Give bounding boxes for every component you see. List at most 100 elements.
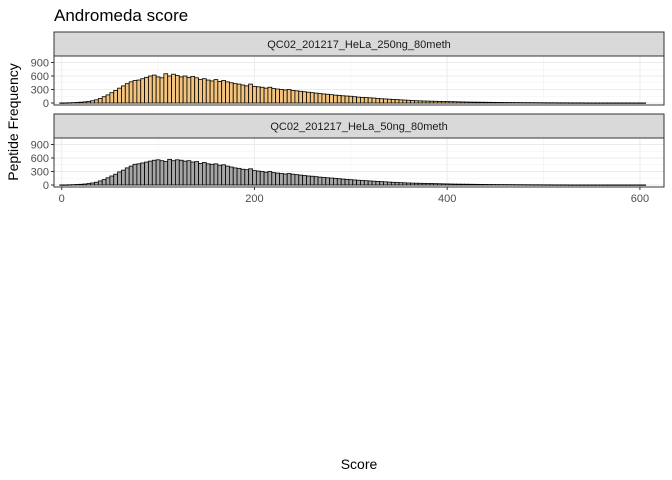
- x-axis-title: Score: [341, 456, 378, 472]
- histogram-bar: [117, 87, 122, 104]
- histogram-bar: [387, 181, 392, 186]
- histogram-bar: [132, 163, 138, 186]
- histogram-bar: [414, 100, 419, 104]
- histogram-bar: [97, 180, 103, 186]
- histogram-bar: [491, 101, 496, 104]
- histogram-bar: [86, 101, 92, 104]
- histogram-bar: [186, 76, 192, 104]
- histogram-bar: [429, 100, 435, 104]
- histogram-bar: [178, 76, 184, 104]
- histogram-bar: [379, 98, 384, 104]
- histogram-bar: [333, 177, 338, 186]
- histogram-bar: [294, 90, 300, 104]
- facet-strip-label: QC02_201217_HeLa_50ng_80meth: [270, 121, 447, 133]
- histogram-bar: [279, 89, 284, 104]
- histogram-bar: [425, 100, 431, 104]
- histogram-bar: [248, 83, 253, 104]
- histogram-bar: [306, 175, 311, 186]
- histogram-bar: [371, 180, 377, 186]
- histogram-bar: [271, 172, 277, 186]
- histogram-bar: [105, 94, 111, 104]
- histogram-bar: [437, 183, 442, 186]
- histogram-bar: [124, 167, 130, 186]
- histogram-bar: [475, 183, 481, 186]
- histogram-bar: [487, 101, 492, 104]
- histogram-bar: [456, 101, 462, 104]
- histogram-bar: [371, 97, 377, 104]
- histogram-bar: [225, 81, 230, 104]
- histogram-bar: [259, 86, 265, 104]
- histogram-bar: [367, 180, 373, 186]
- histogram-bar: [448, 183, 454, 186]
- histogram-bar: [456, 183, 462, 186]
- histogram-bar: [155, 159, 161, 186]
- histogram-bar: [387, 98, 392, 104]
- panel-border: [53, 137, 665, 188]
- histogram-bar: [375, 98, 381, 104]
- histogram-bar: [356, 96, 361, 104]
- histogram-bar: [394, 99, 400, 104]
- histogram-bar: [475, 101, 481, 104]
- histogram-bar: [94, 99, 99, 104]
- histogram-bar: [352, 96, 357, 104]
- histogram-bar: [356, 179, 361, 186]
- histogram-bar: [406, 182, 411, 186]
- histogram-bar: [124, 83, 130, 104]
- histogram-bar: [286, 89, 292, 104]
- histogram-bar: [202, 162, 207, 186]
- histogram-bar: [194, 77, 199, 104]
- histogram-bar: [421, 182, 427, 186]
- histogram-bar: [86, 183, 92, 186]
- histogram-bar: [329, 94, 334, 104]
- histogram-bar: [159, 77, 165, 104]
- histogram-bar: [383, 181, 388, 186]
- histogram-bar: [82, 183, 88, 186]
- histogram-bar: [402, 182, 408, 186]
- histogram-bar: [144, 161, 149, 186]
- histogram-bar: [329, 177, 334, 186]
- histogram-bar: [175, 75, 180, 104]
- histogram-bar: [225, 165, 230, 186]
- x-tick-label: 600: [631, 193, 649, 205]
- histogram-bar: [82, 101, 88, 104]
- histogram-bar: [440, 183, 446, 186]
- histogram-bar: [240, 84, 246, 104]
- y-axis-title: Peptide Frequency: [5, 63, 21, 181]
- histogram-bar: [198, 79, 203, 104]
- histogram-bar: [336, 94, 342, 104]
- histogram-bar: [444, 183, 450, 186]
- histogram-bar: [90, 100, 95, 104]
- histogram-bar: [467, 183, 473, 186]
- histogram-bar: [151, 159, 157, 186]
- x-tick-label: 0: [59, 193, 65, 205]
- histogram-bar: [398, 182, 404, 186]
- y-tick-label: 900: [31, 140, 49, 152]
- histogram-bar: [414, 182, 419, 186]
- histogram-bar: [232, 83, 238, 104]
- histogram-bar: [109, 175, 115, 186]
- histogram-bar: [298, 174, 304, 186]
- histogram-bar: [340, 95, 346, 104]
- histogram-bar: [128, 81, 134, 104]
- histogram-bar: [205, 163, 211, 186]
- histogram-bar: [267, 171, 273, 186]
- histogram-bar: [198, 162, 203, 186]
- histogram-bar: [317, 93, 323, 104]
- histogram-bar: [348, 179, 354, 186]
- histogram-bar: [221, 164, 226, 186]
- histogram-bar: [167, 158, 172, 186]
- histogram-bar: [363, 97, 369, 104]
- histogram-bar: [186, 160, 192, 186]
- histogram-bar: [109, 92, 115, 104]
- histogram-bar: [333, 94, 338, 104]
- histogram-bar: [321, 177, 327, 186]
- histogram-bar: [175, 159, 180, 186]
- histogram-bar: [344, 178, 350, 186]
- histogram-bar: [344, 95, 350, 104]
- histogram-bar: [440, 101, 446, 104]
- histogram-bar: [190, 161, 196, 186]
- histogram-bar: [402, 99, 408, 104]
